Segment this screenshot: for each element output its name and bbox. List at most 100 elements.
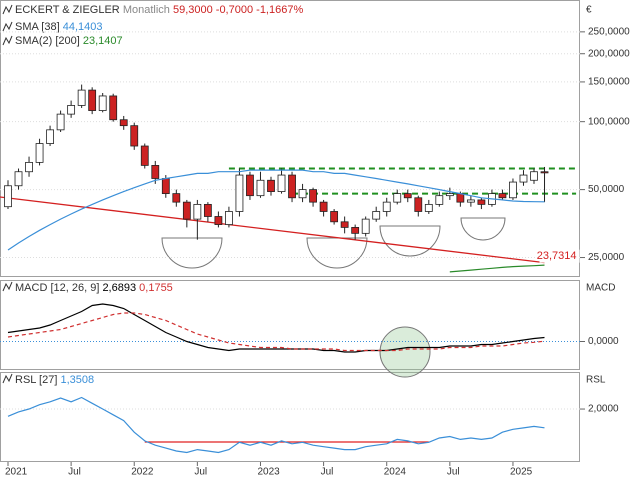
- candle-body: [298, 189, 307, 199]
- interval: Monatlich: [123, 4, 170, 16]
- candle-body: [140, 145, 149, 166]
- candle-body: [267, 179, 275, 192]
- pattern-circle: [379, 326, 431, 378]
- legend-value: 2,6893: [102, 282, 136, 294]
- legend-name: SMA(2) [200]: [15, 35, 80, 47]
- candle-body: [309, 189, 317, 203]
- pattern-arc: [161, 237, 223, 269]
- candle-body: [214, 216, 223, 225]
- legend-value: 0,1755: [139, 282, 173, 294]
- candle-body: [540, 171, 549, 174]
- candle-body: [25, 161, 33, 173]
- legend-icon: [2, 4, 13, 15]
- candle-body: [256, 179, 265, 197]
- candle-body: [14, 171, 23, 187]
- candle-body: [445, 193, 454, 197]
- x-tick-label: 2023: [257, 467, 280, 478]
- candle-body: [319, 201, 328, 212]
- reference-line: [0, 196, 545, 264]
- y-tick-label: 250,0000: [588, 26, 630, 37]
- candle-body: [424, 203, 433, 212]
- candle-body: [466, 199, 475, 203]
- series-line: [7, 312, 545, 352]
- y-tick-label: 200,0000: [588, 48, 630, 59]
- change: -0,7000: [216, 4, 253, 16]
- candle-body: [98, 95, 107, 111]
- candle-body: [361, 218, 370, 234]
- x-tick-label: Jul: [447, 467, 460, 478]
- candle-body: [414, 197, 423, 212]
- series-line: [7, 169, 545, 251]
- candle-body: [172, 193, 181, 203]
- candle-body: [225, 211, 233, 225]
- label-box: [539, 249, 580, 263]
- title: ECKERT & ZIEGLER: [15, 4, 120, 16]
- macd-panel-frame: [0, 280, 580, 370]
- candle-body: [193, 203, 202, 220]
- line-label: 23,7314: [537, 250, 577, 262]
- candle-body: [509, 181, 517, 199]
- x-tick-label: Jul: [68, 467, 81, 478]
- candle-body: [403, 193, 412, 199]
- y-tick-label: 150,0000: [588, 77, 630, 88]
- candle-body: [77, 89, 86, 106]
- candle-body: [203, 203, 212, 217]
- candle-body: [235, 174, 244, 212]
- y-tick-label: 25,0000: [588, 252, 625, 263]
- last-price: 59,3000: [173, 4, 213, 16]
- axis-label: MACD: [586, 283, 615, 294]
- legend-name: MACD [12, 26, 9]: [15, 282, 99, 294]
- candle-body: [151, 165, 160, 179]
- legend-value: 44,1403: [63, 21, 103, 33]
- legend-icon: [2, 281, 13, 292]
- candle-body: [351, 227, 360, 234]
- legend-value: 23,1407: [83, 35, 123, 47]
- candle-body: [477, 199, 486, 205]
- legend-name: SMA [38]: [15, 21, 60, 33]
- legend-value: 1,3508: [60, 374, 94, 386]
- y-tick-label: 0,0000: [588, 336, 619, 347]
- candle-body: [88, 89, 97, 111]
- candle-body: [382, 201, 391, 212]
- candle-body: [46, 129, 54, 144]
- candle-body: [456, 193, 465, 203]
- x-tick-label: 2024: [384, 467, 407, 478]
- candle-body: [246, 174, 254, 197]
- series-line: [449, 264, 545, 273]
- candle-body: [130, 125, 139, 147]
- legend-icon: [2, 35, 13, 46]
- candle-body: [119, 119, 128, 127]
- x-tick-label: Jul: [321, 467, 334, 478]
- candle-body: [4, 185, 12, 208]
- candle-body: [340, 221, 349, 228]
- currency-label: €: [586, 5, 592, 16]
- y-tick-label: 100,0000: [588, 116, 630, 127]
- candle-body: [56, 113, 65, 131]
- price-panel-frame: [0, 0, 580, 277]
- pattern-arc: [460, 217, 506, 241]
- candle-body: [435, 195, 444, 205]
- candle-body: [35, 143, 44, 163]
- candle-body: [372, 211, 381, 220]
- candle-body: [109, 95, 118, 121]
- candle-body: [182, 201, 191, 220]
- series-line: [7, 396, 545, 454]
- legend-name: RSL [27]: [15, 374, 57, 386]
- candle-body: [67, 105, 76, 115]
- candle-body: [330, 211, 339, 223]
- candle-body: [498, 193, 507, 199]
- rsl-panel-frame: [0, 372, 580, 462]
- series-line: [7, 303, 545, 353]
- candle-body: [393, 193, 402, 203]
- price-legend: ECKERT & ZIEGLER Monatlich 59,3000 -0,70…: [15, 4, 303, 16]
- candle-body: [288, 174, 296, 199]
- x-tick-label: Jul: [194, 467, 207, 478]
- candle-body: [161, 178, 170, 195]
- pattern-arc: [306, 237, 368, 269]
- x-tick-label: 2021: [5, 467, 28, 478]
- x-tick-label: 2022: [131, 467, 154, 478]
- macd-legend: MACD [12, 26, 9] 2,6893 0,1755: [15, 282, 173, 294]
- rsl-legend: RSL [27] 1,3508: [15, 374, 94, 386]
- candle-body: [519, 174, 528, 183]
